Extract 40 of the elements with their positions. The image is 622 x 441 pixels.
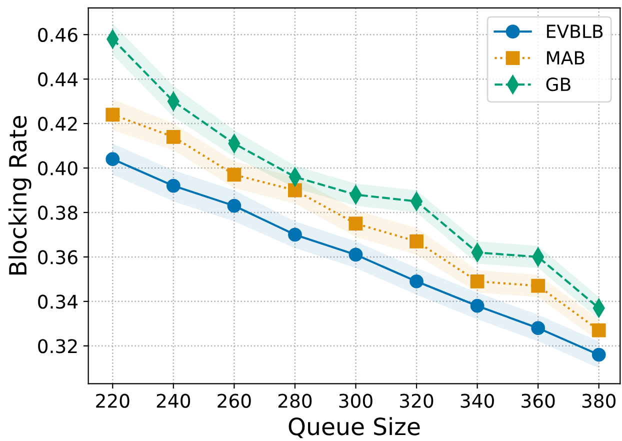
point (592, 348, 606, 362)
x-tick-label: 380 (582, 394, 616, 408)
point (470, 298, 484, 313)
point (531, 321, 546, 336)
point (227, 168, 242, 182)
y-tick-label: 0.34 (38, 294, 78, 309)
x-tick-label: 340 (460, 394, 494, 408)
point (592, 323, 606, 338)
y-tick-label: 0.40 (38, 161, 78, 176)
point (470, 274, 484, 288)
y-tick-label: 0.32 (38, 339, 77, 354)
x-axis-title: Queue Size (288, 417, 420, 438)
x-tick-label: 240 (156, 394, 190, 408)
x-tick-label: 300 (339, 394, 372, 408)
x-tick-label: 360 (522, 394, 555, 408)
y-tick-label: 0.42 (38, 116, 77, 131)
legend-label: MAB (547, 51, 584, 64)
point (410, 274, 424, 288)
x-tick-label: 280 (278, 394, 312, 408)
y-axis-title: Blocking Rate (8, 116, 32, 274)
point (410, 234, 424, 248)
point (106, 152, 120, 166)
legend-label: EVBLB (547, 24, 603, 38)
point (227, 198, 242, 213)
point (348, 248, 363, 262)
y-tick-label: 0.38 (38, 206, 78, 220)
point (166, 130, 180, 144)
y-tick-label: 0.46 (38, 28, 78, 42)
x-tick-label: 320 (400, 394, 434, 408)
point (106, 108, 120, 122)
point (531, 278, 546, 293)
point (348, 216, 363, 231)
y-tick-label: 0.36 (38, 250, 78, 264)
legend-label: GB (546, 78, 570, 92)
y-tick-label: 0.44 (38, 72, 78, 86)
point (288, 183, 302, 198)
point (288, 228, 302, 242)
x-tick-label: 220 (96, 394, 130, 408)
x-tick-label: 260 (218, 394, 251, 408)
point (166, 178, 180, 193)
